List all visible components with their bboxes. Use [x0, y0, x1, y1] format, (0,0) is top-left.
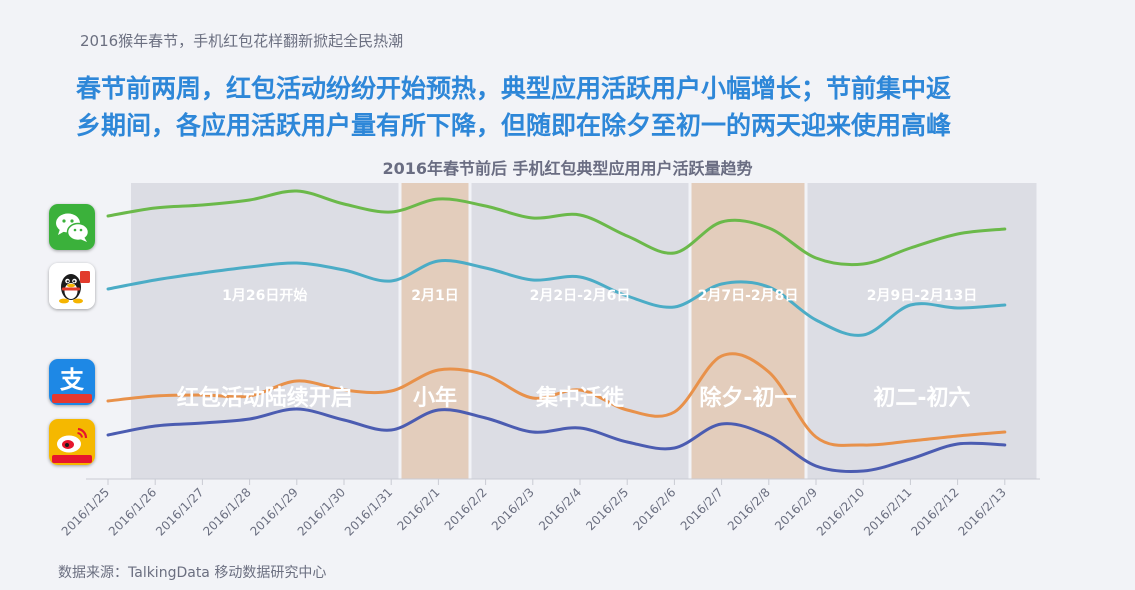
period-band	[131, 183, 399, 479]
headline-line-2: 乡期间，各应用活跃用户量有所下降，但随即在除夕至初一的两天迎来使用高峰	[76, 111, 952, 140]
x-axis: 2016/1/252016/1/262016/1/272016/1/282016…	[59, 478, 1040, 539]
period-date-label: 2月2日-2月6日	[530, 288, 631, 304]
period-band	[807, 183, 1037, 479]
svg-text:支: 支	[60, 366, 85, 394]
period-event-label: 集中迁徙	[535, 385, 624, 411]
series-line-0	[106, 189, 1007, 267]
weibo-icon	[49, 419, 95, 465]
x-tick-label: 2016/1/26	[106, 485, 159, 538]
header-kicker: 2016猴年春节，手机红包花样翻新掀起全民热潮	[80, 32, 404, 50]
wechat-icon	[49, 204, 95, 250]
x-tick-label: 2016/1/25	[59, 485, 112, 538]
period-band	[401, 183, 469, 479]
x-tick-label: 2016/2/1	[395, 485, 443, 533]
period-date-label: 2月1日	[411, 288, 458, 304]
qq-icon	[49, 263, 95, 309]
chart-title: 2016年春节前后 手机红包典型应用用户活跃量趋势	[382, 159, 753, 178]
period-bands	[131, 183, 1037, 479]
period-date-label: 2月7日-2月8日	[698, 288, 799, 304]
x-tick-label: 2016/2/7	[678, 485, 726, 533]
x-tick-label: 2016/2/3	[489, 485, 537, 533]
x-tick-label: 2016/1/28	[200, 485, 253, 538]
x-tick-label: 2016/2/5	[583, 485, 631, 533]
period-event-label: 小年	[413, 385, 457, 411]
x-tick-label: 2016/1/30	[295, 485, 348, 538]
x-tick-label: 2016/2/13	[956, 485, 1009, 538]
x-tick-label: 2016/2/12	[908, 485, 961, 538]
alipay-icon: 支	[49, 359, 95, 405]
series-line-1	[106, 259, 1007, 337]
period-band	[691, 183, 805, 479]
series-line-2	[106, 352, 1007, 447]
x-tick-label: 2016/2/10	[814, 485, 867, 538]
period-event-label: 除夕-初一	[699, 385, 796, 411]
headline-line-1: 春节前两周，红包活动纷纷开始预热，典型应用活跃用户小幅增长；节前集中返	[76, 74, 952, 103]
x-tick-label: 2016/2/11	[861, 485, 914, 538]
x-tick-label: 2016/2/2	[442, 485, 490, 533]
period-date-label: 1月26日开始	[222, 287, 307, 304]
x-tick-label: 2016/2/8	[725, 485, 773, 533]
period-date-label: 2月9日-2月13日	[867, 288, 978, 304]
x-tick-label: 2016/1/29	[248, 485, 301, 538]
period-band	[471, 183, 689, 479]
series-line-3	[106, 407, 1007, 474]
x-tick-label: 2016/2/4	[536, 485, 584, 533]
series-lines	[106, 189, 1007, 474]
period-event-label: 初二-初六	[873, 385, 970, 411]
period-event-label: 红包活动陆续开启	[177, 385, 353, 411]
x-tick-label: 2016/1/31	[342, 485, 395, 538]
data-source: 数据来源：TalkingData 移动数据研究中心	[58, 565, 327, 581]
x-tick-label: 2016/2/6	[631, 485, 679, 533]
x-tick-label: 2016/2/9	[772, 485, 820, 533]
x-tick-label: 2016/1/27	[153, 485, 206, 538]
headline: 春节前两周，红包活动纷纷开始预热，典型应用活跃用户小幅增长；节前集中返 乡期间，…	[76, 70, 1086, 144]
